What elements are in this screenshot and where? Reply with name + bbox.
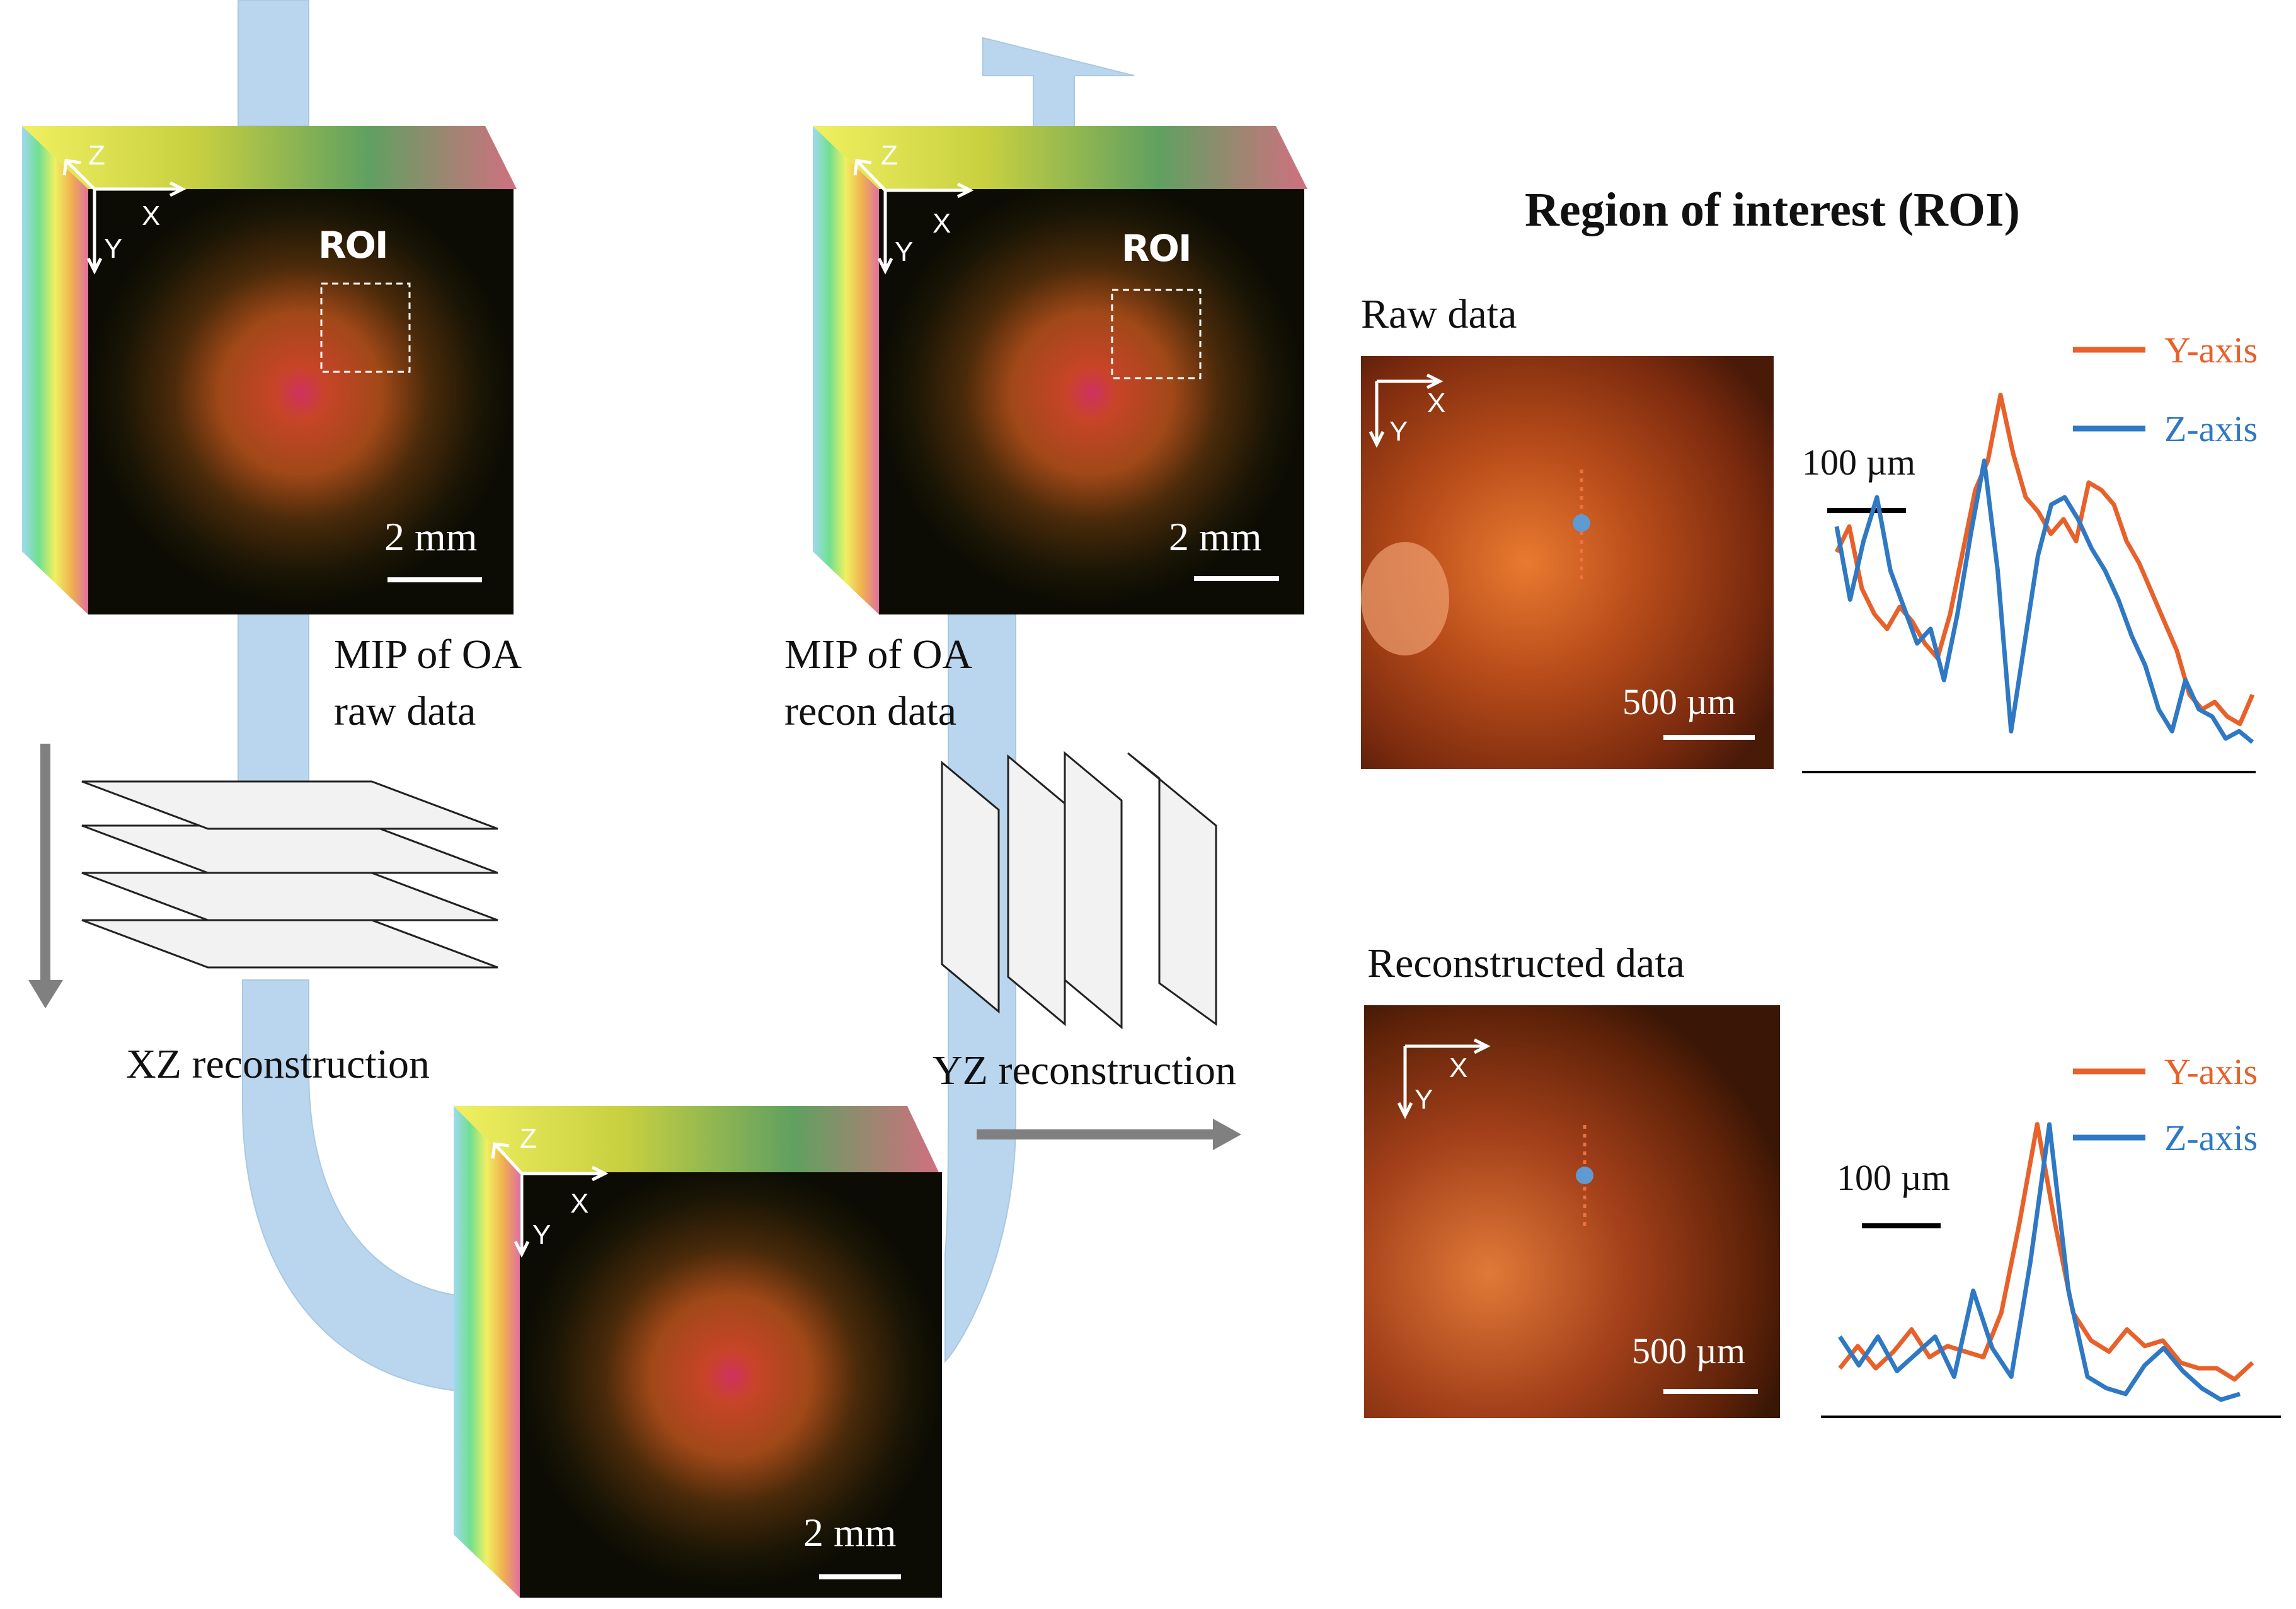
axis-z-cube-recon: Z [881, 140, 898, 171]
legend-recon-y-label: Y-axis [2164, 1051, 2258, 1092]
cube-recon-face [879, 189, 1304, 614]
label-mip-raw-line1: MIP of OA [334, 631, 522, 678]
label-raw-data: Raw data [1361, 291, 1517, 337]
label-mip-recon-line1: MIP of OA [784, 631, 973, 678]
cube-recon [813, 126, 1307, 614]
roi-box-recon [1111, 289, 1202, 379]
roi-tag-recon: ROI [1122, 227, 1192, 270]
cube-recon-side [813, 126, 879, 614]
scale-text-roi-raw: 500 µm [1622, 681, 1736, 722]
profile-plot-raw [1802, 347, 2256, 773]
cube-raw [22, 126, 517, 614]
xz-arrow-head [28, 980, 63, 1008]
axis-y-roi-recon: Y [1415, 1084, 1433, 1115]
profile-raw-z-axis-series [1834, 458, 2254, 744]
yz-arrow-head [1213, 1119, 1241, 1150]
cube-xz [454, 1106, 942, 1598]
roi-box-raw [320, 282, 411, 373]
cube-raw-face [88, 189, 514, 614]
axis-x-cube-xz: X [570, 1188, 589, 1219]
scale-text-roi-recon: 500 µm [1632, 1330, 1746, 1371]
axis-x-roi-recon: X [1449, 1052, 1468, 1083]
scale-text-profile-recon: 100 µm [1837, 1157, 1951, 1198]
legend-recon-z-label: Z-axis [2164, 1117, 2258, 1158]
axis-z-cube-raw: Z [88, 140, 105, 171]
scale-text-cube-xz: 2 mm [803, 1510, 897, 1555]
axis-y-cube-recon: Y [895, 236, 914, 267]
figure-title: Region of interest (ROI) [1525, 183, 2020, 236]
axis-x-roi-raw: X [1427, 388, 1446, 418]
cube-xz-side [454, 1106, 520, 1598]
yz-slices [941, 751, 1217, 1030]
inlet-band [238, 0, 309, 127]
scale-text-cube-recon: 2 mm [1169, 514, 1262, 559]
roi-tag-raw: ROI [318, 224, 389, 267]
xz-slices [81, 780, 498, 969]
down-band [238, 604, 309, 810]
profile-recon-z-axis-series [1838, 1122, 2241, 1402]
label-yz-reconstruction: YZ reconstruction [933, 1047, 1237, 1093]
label-mip-raw-line2: raw data [334, 688, 476, 734]
profile-recon-y-axis-series [1838, 1122, 2254, 1382]
label-xz-reconstruction: XZ reconstruction [126, 1041, 430, 1087]
label-mip-recon-line2: recon data [784, 688, 956, 734]
axis-y-cube-xz: Y [532, 1220, 551, 1250]
axis-x-cube-raw: X [142, 200, 161, 231]
legend-raw-z-label: Z-axis [2164, 408, 2258, 449]
axis-z-cube-xz: Z [520, 1123, 537, 1154]
axis-y-roi-raw: Y [1389, 416, 1408, 447]
scale-text-cube-raw: 2 mm [384, 514, 478, 559]
axis-x-cube-recon: X [933, 208, 951, 239]
cube-xz-face [520, 1172, 942, 1598]
label-reconstructed-data: Reconstructed data [1367, 940, 1685, 986]
scale-text-profile-raw: 100 µm [1802, 442, 1916, 483]
cube-raw-side [22, 126, 88, 614]
flow-bands [238, 0, 1135, 1394]
legend-raw-y-label: Y-axis [2164, 330, 2258, 371]
profile-plot-recon [1821, 1068, 2281, 1418]
roi-image-recon [1364, 1005, 1780, 1418]
axis-y-cube-raw: Y [104, 233, 123, 264]
